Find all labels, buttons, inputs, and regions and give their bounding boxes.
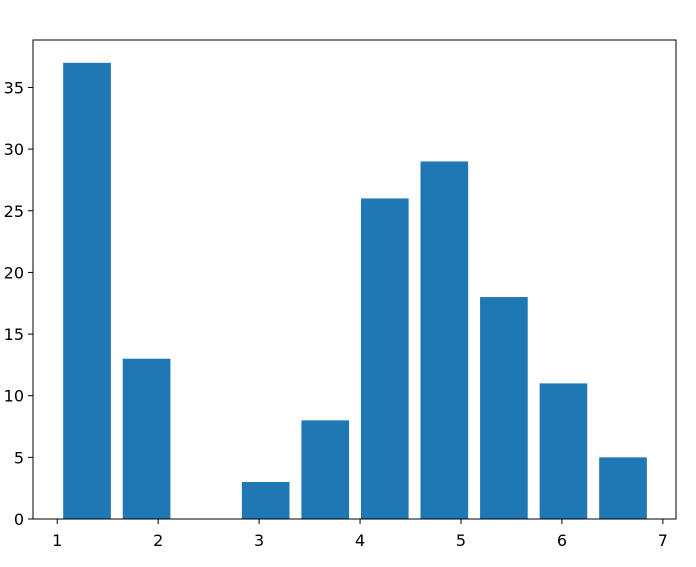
x-tick-label: 6 xyxy=(557,531,567,550)
bar xyxy=(122,358,171,519)
plot-frame xyxy=(32,39,677,520)
y-tick-label: 35 xyxy=(4,78,24,97)
y-tick-label: 0 xyxy=(14,510,24,529)
bar xyxy=(420,161,469,519)
bar xyxy=(599,457,647,519)
y-tick-label: 30 xyxy=(4,140,24,159)
x-tick-label: 1 xyxy=(52,531,62,550)
x-tick-label: 2 xyxy=(153,531,163,550)
bar xyxy=(480,297,528,519)
x-tick-label: 5 xyxy=(456,531,466,550)
y-tick-label: 5 xyxy=(14,448,24,467)
y-tick-label: 15 xyxy=(4,325,24,344)
x-tick-label: 3 xyxy=(254,531,264,550)
bar xyxy=(360,198,409,519)
x-tick-label: 4 xyxy=(355,531,365,550)
y-tick-label: 20 xyxy=(4,263,24,282)
x-tick-label: 7 xyxy=(658,531,668,550)
bar xyxy=(241,482,290,519)
y-tick-label: 25 xyxy=(4,202,24,221)
bar xyxy=(539,383,588,519)
bar xyxy=(301,420,350,519)
bar xyxy=(63,62,111,520)
y-tick-label: 10 xyxy=(4,387,24,406)
